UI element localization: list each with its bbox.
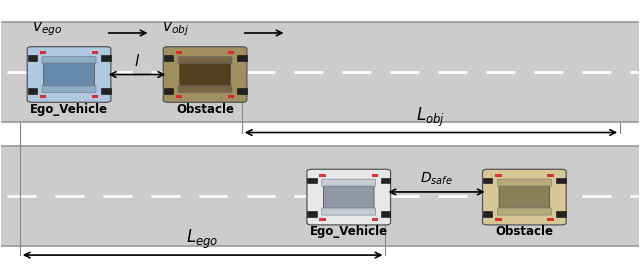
Text: $D_{safe}$: $D_{safe}$ (420, 170, 453, 187)
Bar (483, 211, 492, 217)
Bar (371, 218, 378, 221)
FancyBboxPatch shape (178, 56, 232, 64)
FancyBboxPatch shape (307, 169, 390, 225)
FancyBboxPatch shape (42, 85, 96, 92)
Bar (40, 95, 46, 98)
FancyBboxPatch shape (483, 169, 566, 225)
Bar (28, 55, 37, 61)
Bar (319, 174, 326, 176)
Bar (28, 89, 37, 94)
Text: Obstacle: Obstacle (495, 226, 554, 238)
Bar (228, 51, 234, 54)
FancyBboxPatch shape (322, 179, 376, 186)
Bar (547, 218, 554, 221)
Text: $L_{ego}$: $L_{ego}$ (186, 228, 219, 251)
FancyBboxPatch shape (163, 47, 247, 102)
Bar (381, 211, 390, 217)
Bar (101, 55, 111, 61)
FancyBboxPatch shape (44, 63, 94, 86)
Bar (1, 146, 639, 246)
FancyBboxPatch shape (178, 85, 232, 92)
FancyBboxPatch shape (499, 185, 550, 209)
Text: Ego_Vehicle: Ego_Vehicle (310, 226, 388, 238)
Text: $l$: $l$ (134, 53, 140, 69)
Bar (483, 178, 492, 183)
Text: Obstacle: Obstacle (176, 103, 234, 116)
Bar (164, 55, 173, 61)
Bar (175, 95, 182, 98)
Bar (175, 51, 182, 54)
Bar (495, 174, 502, 176)
Text: $v_{ego}$: $v_{ego}$ (32, 21, 63, 38)
Bar (547, 174, 554, 176)
FancyBboxPatch shape (42, 56, 96, 64)
Bar (556, 211, 566, 217)
Bar (556, 178, 566, 183)
Text: Ego_Vehicle: Ego_Vehicle (30, 103, 108, 116)
Bar (495, 218, 502, 221)
Bar (1, 22, 639, 122)
Bar (92, 95, 99, 98)
FancyBboxPatch shape (322, 208, 376, 215)
FancyBboxPatch shape (323, 185, 374, 209)
Bar (307, 211, 317, 217)
Bar (228, 95, 234, 98)
Text: $L_{obj}$: $L_{obj}$ (417, 105, 445, 129)
FancyBboxPatch shape (497, 179, 551, 186)
FancyBboxPatch shape (180, 63, 230, 86)
Bar (307, 178, 317, 183)
Text: $v_{obj}$: $v_{obj}$ (162, 21, 189, 38)
FancyBboxPatch shape (27, 47, 111, 102)
Bar (164, 89, 173, 94)
Bar (381, 178, 390, 183)
Bar (40, 51, 46, 54)
Bar (371, 174, 378, 176)
FancyBboxPatch shape (497, 208, 551, 215)
Bar (319, 218, 326, 221)
Bar (237, 55, 246, 61)
Bar (237, 89, 246, 94)
Bar (101, 89, 111, 94)
Bar (92, 51, 99, 54)
